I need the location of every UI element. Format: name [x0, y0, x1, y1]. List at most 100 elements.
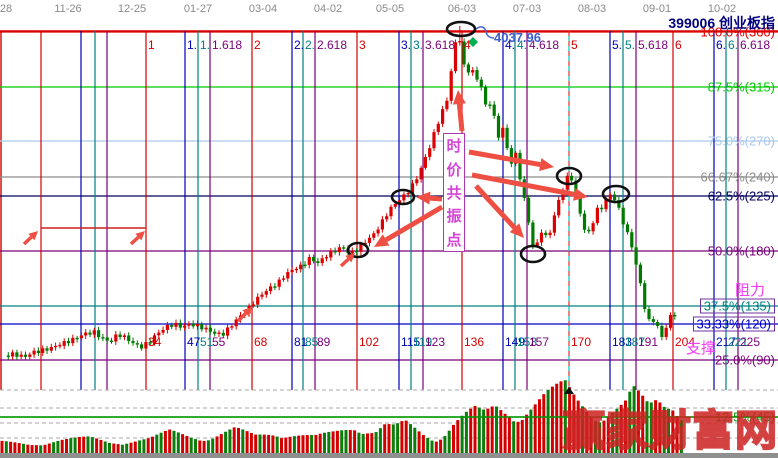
date-label: 12-25	[117, 3, 147, 15]
volume-bar	[206, 440, 210, 455]
volume-bar	[387, 424, 391, 455]
candle-body	[114, 334, 118, 342]
candle-body	[385, 216, 389, 220]
volume-bar	[103, 441, 107, 455]
fib-level-label: 62.5%(225)	[707, 188, 775, 204]
volume-bar	[636, 390, 640, 455]
candle-body	[307, 257, 311, 265]
annotation-arrow-shaft	[429, 195, 443, 202]
volume-bar	[340, 430, 344, 455]
cycle-ratio-label: 2.	[294, 38, 305, 52]
volume-bar	[555, 383, 559, 455]
fib-level-label: 33.33%(120)	[692, 316, 775, 332]
candle-body	[15, 352, 19, 357]
volume-bar	[30, 445, 34, 455]
volume-bar	[495, 406, 498, 455]
candle-body	[531, 222, 535, 246]
cycle-day-label: 157	[529, 335, 550, 349]
cycle-ratio-label: 3.	[413, 38, 424, 52]
candle-body	[625, 224, 630, 233]
candle-body	[62, 341, 66, 346]
volume-bar	[82, 436, 86, 455]
volume-bar	[370, 433, 374, 455]
volume-bar	[520, 419, 524, 455]
annotation-arrow-head	[242, 307, 252, 317]
candle-body	[578, 196, 582, 214]
cycle-day-label: 170	[571, 335, 592, 349]
volume-bar	[507, 417, 511, 455]
volume-bar	[228, 429, 232, 455]
candle-body	[415, 179, 419, 184]
cycle-ratio-label: 1.	[187, 38, 198, 52]
volume-bar	[138, 440, 142, 455]
volume-bar	[490, 406, 494, 455]
candle-body	[471, 70, 475, 73]
volume-bar	[667, 408, 670, 455]
candle-body	[651, 319, 655, 322]
volume-bar	[249, 432, 253, 455]
candle-body	[406, 193, 410, 195]
volume-bar	[232, 427, 236, 455]
candle-body	[28, 354, 32, 357]
volume-bar	[262, 434, 266, 455]
volume-bar	[456, 420, 460, 455]
volume-bar	[464, 411, 468, 455]
annotation-arrow-shaft	[129, 235, 140, 246]
candle-body	[11, 352, 15, 357]
candle-body	[638, 264, 642, 284]
volume-bar	[254, 434, 258, 455]
candle-body	[23, 354, 28, 357]
volume-bar	[344, 430, 348, 455]
cycle-ratio-label: 6.	[728, 38, 739, 52]
annotation-arrow-head	[374, 234, 390, 247]
volume-bar	[611, 412, 615, 455]
volume-bar	[155, 434, 159, 455]
volume-bar	[624, 400, 627, 455]
volume-bar	[413, 427, 417, 455]
cycle-ratio-label: 3	[359, 38, 366, 52]
candle-body	[561, 189, 565, 200]
candle-body	[617, 200, 621, 208]
candle-body	[389, 206, 393, 217]
highlight-ellipse	[346, 241, 370, 259]
volume-bar	[99, 439, 103, 455]
peak-callout-squiggle	[475, 26, 495, 39]
cycle-ratio-label: 5.618	[638, 38, 669, 52]
fib-level-label: 12.5%(45)	[715, 409, 775, 425]
resonance-annotation-char: 价	[446, 161, 462, 179]
volume-bar	[245, 431, 249, 455]
candle-body	[161, 329, 165, 333]
candle-body	[312, 257, 316, 262]
candle-body	[402, 194, 406, 201]
candle-body	[539, 232, 544, 243]
fib-level-label: 66.67%(240)	[700, 169, 775, 185]
candle-body	[174, 322, 178, 327]
candle-body	[342, 247, 346, 249]
volume-bar	[65, 438, 68, 455]
volume-bar	[357, 432, 361, 455]
volume-bar	[151, 436, 154, 455]
volume-bar	[486, 408, 490, 455]
volume-bar	[241, 429, 245, 455]
volume-bar	[39, 445, 43, 455]
volume-bar	[572, 394, 576, 455]
support-label: 支撑	[686, 340, 717, 357]
volume-bar	[533, 404, 537, 455]
volume-bar	[305, 435, 309, 455]
candle-body	[260, 294, 264, 297]
candle-body	[475, 70, 479, 80]
candle-body	[41, 348, 45, 354]
candle-body	[195, 323, 200, 327]
candle-body	[36, 350, 40, 354]
fib-level-label: 87.5%(315)	[707, 79, 775, 95]
resonance-annotation-char: 共	[446, 184, 462, 202]
volume-bar	[619, 404, 623, 455]
candle-body	[92, 330, 96, 335]
volume-bar	[43, 444, 47, 455]
volume-bar	[95, 438, 99, 455]
candle-body	[226, 327, 230, 336]
annotation-arrow-shaft	[339, 257, 350, 268]
volume-bar	[314, 434, 318, 455]
